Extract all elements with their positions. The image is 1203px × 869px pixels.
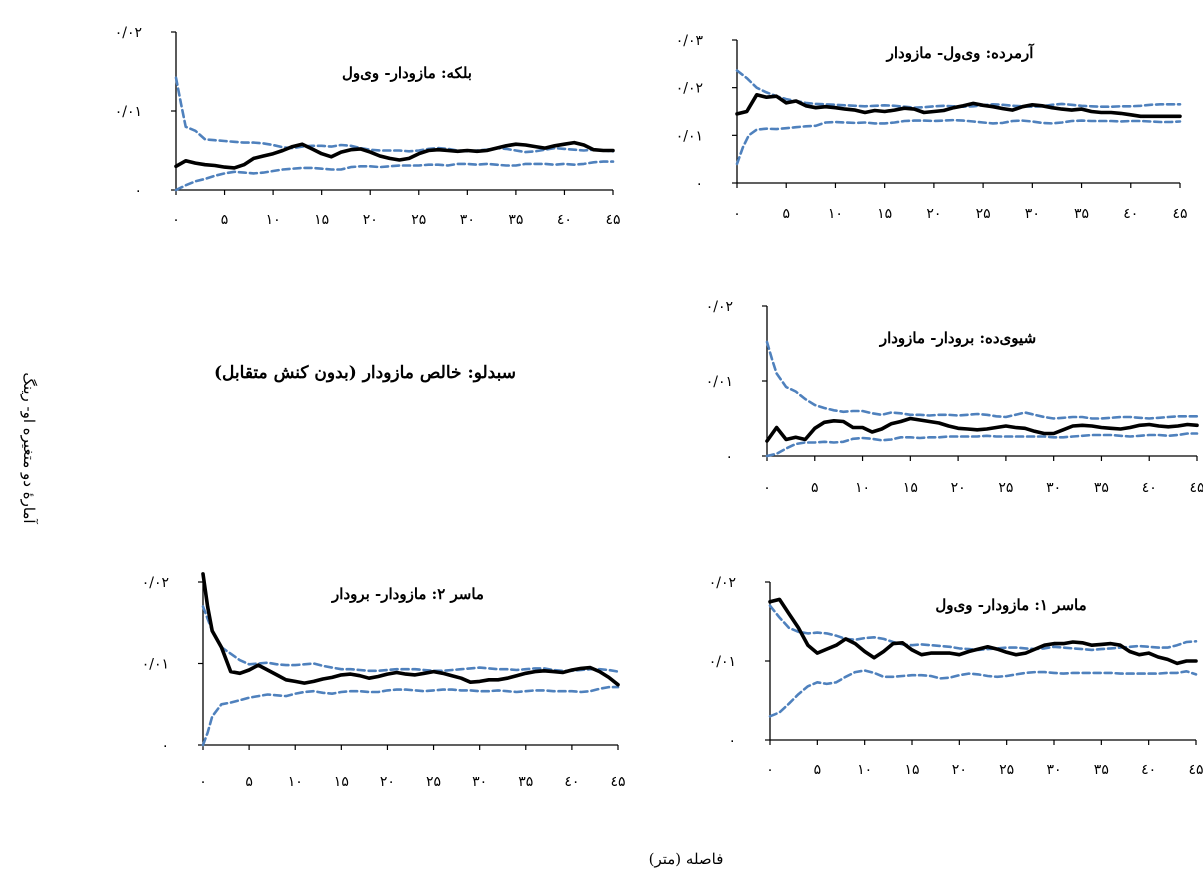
observed-series-line <box>201 572 620 687</box>
x-tick-label: ٤۵ <box>610 774 625 790</box>
x-tick-label: ۲۵ <box>976 206 991 222</box>
x-tick-label: ۱۰ <box>828 206 843 222</box>
upper-envelope-line <box>174 76 615 154</box>
x-tick-label: ٤۵ <box>1172 206 1187 222</box>
x-tick-label: ۲۵ <box>998 480 1013 496</box>
x-tick-label: ٤۰ <box>1141 762 1156 778</box>
x-tick-label: ٤۰ <box>1123 206 1138 222</box>
y-tick-label: ۰/۰۱ <box>706 374 733 390</box>
chart-panel-1: ۰ ۰/۰۱ ۰/۰۲ ۰ ۵ ۱۰ ۱۵ ۲۰ ۲۵ ۳۰ ۳۵ ٤۰ ٤۵ بلکه: مازودار… <box>115 25 621 228</box>
x-tick-label: ۳۵ <box>1094 762 1109 778</box>
x-tick-label: ۳۵ <box>1074 206 1089 222</box>
x-tick-label: ۵ <box>782 206 790 222</box>
chart-title: ماسر ۲: مازودار- برودار <box>331 585 484 603</box>
y-tick-label: ۰ <box>161 738 169 754</box>
x-tick-label: ۱۵ <box>877 206 892 222</box>
x-tick-label: ۰ <box>763 480 771 496</box>
chart-panel-2: ۰ ۰/۰۱ ۰/۰۲ ۰/۰۳ ۰ ۵ ۱۰ ۱۵ ۲۰ ۲۵ ۳۰ ۳۵ ٤۰ ٤۵ آرمرده: و… <box>676 33 1188 222</box>
y-tick-label: ۰ <box>728 733 736 749</box>
x-tick-label: ۱۰ <box>857 762 872 778</box>
y-tick-label: ۰ <box>725 449 733 465</box>
x-tick-label: ٤۵ <box>1189 480 1203 496</box>
x-tick-label: ٤۰ <box>564 774 579 790</box>
observed-series-line <box>768 597 1198 666</box>
y-tick-label: ۰/۰۲ <box>706 299 733 315</box>
x-tick-label: ۵ <box>221 212 229 228</box>
x-tick-label: ۱۵ <box>904 762 919 778</box>
figure-x-axis-label: فاصله (متر) <box>649 850 724 868</box>
x-tick-label: ۳۰ <box>472 774 487 790</box>
y-tick-label: ۰/۰۱ <box>142 657 169 673</box>
y-tick-label: ۰ <box>134 183 142 199</box>
chart-panels: ۰ ۰/۰۱ ۰/۰۲ ۰ ۵ ۱۰ ۱۵ ۲۰ ۲۵ ۳۰ ۳۵ ٤۰ ٤۵ بلکه: مازودار… <box>115 25 1203 790</box>
x-tick-label: ۳۵ <box>518 774 533 790</box>
x-tick-label: ٤۰ <box>1142 480 1157 496</box>
x-tick-label: ۵ <box>245 774 253 790</box>
y-tick-label: ۰/۰۳ <box>676 33 704 49</box>
chart-title: ماسر ۱: مازودار- وی‌ول <box>935 596 1086 614</box>
x-tick-label: ۳۰ <box>1046 762 1061 778</box>
y-tick-label: ۰/۰۲ <box>115 25 142 41</box>
observed-series-line <box>174 140 615 170</box>
x-tick-label: ۲۵ <box>999 762 1014 778</box>
figure-note: سبدلو: خالص مازودار (بدون کنش متقابل) <box>214 363 516 383</box>
x-tick-label: ۱۵ <box>903 480 918 496</box>
lower-envelope-line <box>201 685 620 747</box>
x-tick-label: ۵ <box>811 480 819 496</box>
x-tick-label: ۰ <box>199 774 207 790</box>
x-tick-label: ۲۰ <box>952 762 967 778</box>
x-tick-label: ۱۰ <box>855 480 870 496</box>
chart-title: آرمرده: وی‌ول- مازودار <box>886 43 1036 62</box>
x-tick-label: ۳۰ <box>1025 206 1040 222</box>
lower-envelope-line <box>735 118 1182 166</box>
x-tick-label: ۱۰ <box>288 774 303 790</box>
x-tick-label: ۱۵ <box>314 212 329 228</box>
x-tick-label: ۲۰ <box>951 480 966 496</box>
chart-title: بلکه: مازودار- وی‌ول <box>342 64 472 82</box>
x-tick-label: ۳۵ <box>1094 480 1109 496</box>
chart-panel-4: ۰ ۰/۰۱ ۰/۰۲ ۰ ۵ ۱۰ ۱۵ ۲۰ ۲۵ ۳۰ ۳۵ ٤۰ ٤۵ ماسر ۲: مازود… <box>142 572 626 790</box>
x-tick-label: ۲۰ <box>926 206 941 222</box>
chart-panel-3: ۰ ۰/۰۱ ۰/۰۲ ۰ ۵ ۱۰ ۱۵ ۲۰ ۲۵ ۳۰ ۳۵ ٤۰ ٤۵ شیوی‌ده: برود… <box>706 299 1203 496</box>
y-tick-label: ۰/۰۱ <box>115 104 142 120</box>
x-tick-label: ٤۰ <box>557 212 572 228</box>
x-tick-label: ۲۰ <box>363 212 378 228</box>
lower-envelope-line <box>765 432 1199 458</box>
y-tick-label: ۰/۰۱ <box>709 654 736 670</box>
lower-envelope-line <box>174 160 615 192</box>
y-tick-label: ۰/۰۱ <box>676 128 703 144</box>
x-tick-label: ۳۵ <box>508 212 523 228</box>
upper-envelope-line <box>765 340 1199 420</box>
x-tick-label: ۰ <box>172 212 180 228</box>
x-tick-label: ۲۰ <box>380 774 395 790</box>
x-tick-label: ۳۰ <box>460 212 475 228</box>
lower-envelope-line <box>768 669 1198 718</box>
x-tick-label: ۱۰ <box>266 212 281 228</box>
chart-panel-5: ۰ ۰/۰۱ ۰/۰۲ ۰ ۵ ۱۰ ۱۵ ۲۰ ۲۵ ۳۰ ۳۵ ٤۰ ٤۵ ماسر ۱: مازود… <box>709 575 1203 778</box>
observed-series-line <box>765 416 1199 443</box>
x-tick-label: ٤۵ <box>605 212 620 228</box>
upper-envelope-line <box>201 605 620 673</box>
x-tick-label: ۰ <box>766 762 774 778</box>
x-tick-label: ٤۵ <box>1188 762 1203 778</box>
x-tick-label: ۵ <box>814 762 822 778</box>
x-tick-label: ۰ <box>733 206 741 222</box>
x-tick-label: ۳۰ <box>1046 480 1061 496</box>
y-tick-label: ۰ <box>695 176 703 192</box>
observed-series-line <box>735 93 1182 119</box>
x-tick-label: ۱۵ <box>334 774 349 790</box>
y-tick-label: ۰/۰۲ <box>142 575 169 591</box>
y-tick-label: ۰/۰۲ <box>676 81 703 97</box>
x-tick-label: ۲۵ <box>411 212 426 228</box>
upper-envelope-line <box>735 69 1182 109</box>
y-tick-label: ۰/۰۲ <box>709 575 736 591</box>
figure-y-axis-label: آمارهٔ دو متغیره او- رینگ <box>20 372 38 524</box>
x-tick-label: ۲۵ <box>426 774 441 790</box>
chart-title: شیوی‌ده: برودار- مازودار <box>879 329 1036 347</box>
